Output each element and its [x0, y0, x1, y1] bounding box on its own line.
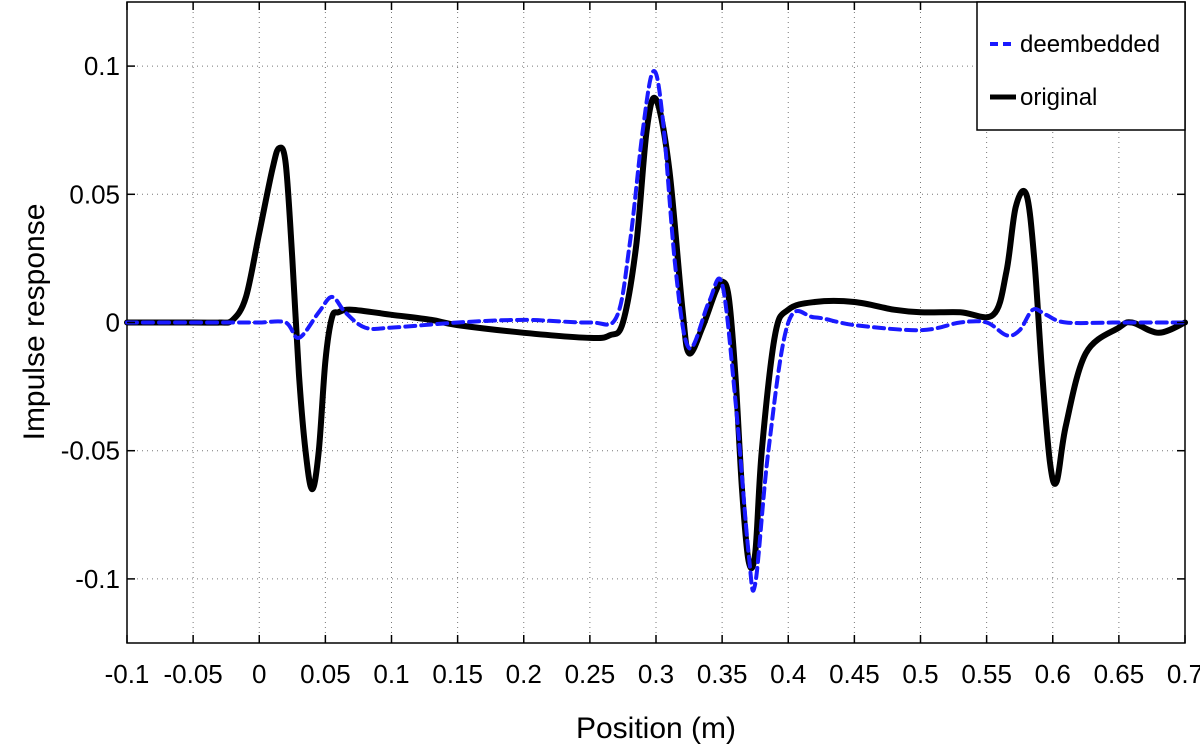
y-tick-label: 0.05 — [69, 179, 120, 209]
y-tick-label: 0 — [106, 308, 120, 338]
legend-label-original: original — [1020, 84, 1097, 111]
x-tick-label: 0.15 — [432, 659, 483, 689]
x-tick-label: 0.65 — [1094, 659, 1145, 689]
x-tick-label: 0.4 — [770, 659, 806, 689]
y-axis-ticks: -0.1 -0.05 0 0.05 0.1 — [61, 51, 1185, 594]
series-line-deembedded — [125, 69, 1187, 593]
x-tick-label: 0.55 — [961, 659, 1012, 689]
x-axis-ticks: -0.1 -0.05 0 0.05 0.1 0.15 0.2 0.25 0.3 0.35 0.4 0.… — [105, 2, 1200, 689]
x-axis-label: Position (m) — [576, 712, 736, 745]
series-layer — [124, 69, 1188, 593]
x-tick-label: 0.6 — [1035, 659, 1071, 689]
x-tick-label: 0.5 — [902, 659, 938, 689]
x-tick-label: 0.3 — [638, 659, 674, 689]
x-tick-label: 0.25 — [565, 659, 616, 689]
x-tick-label: -0.05 — [163, 659, 222, 689]
x-tick-label: 0.7 — [1167, 659, 1200, 689]
y-tick-label: -0.05 — [61, 436, 120, 466]
x-tick-label: 0.2 — [506, 659, 542, 689]
x-tick-label: 0.35 — [697, 659, 748, 689]
x-tick-label: 0.05 — [300, 659, 351, 689]
legend: deembedded original — [976, 1, 1186, 131]
x-tick-label: 0 — [252, 659, 266, 689]
y-tick-label: -0.1 — [75, 564, 120, 594]
y-tick-label: 0.1 — [84, 51, 120, 81]
series-line-original — [124, 94, 1188, 572]
x-tick-label: 0.1 — [373, 659, 409, 689]
x-tick-label: 0.45 — [829, 659, 880, 689]
legend-label-deembedded: deembedded — [1020, 31, 1160, 58]
x-tick-label: -0.1 — [105, 659, 150, 689]
legend-box — [976, 1, 1186, 131]
y-axis-label: Impulse response — [18, 204, 51, 441]
